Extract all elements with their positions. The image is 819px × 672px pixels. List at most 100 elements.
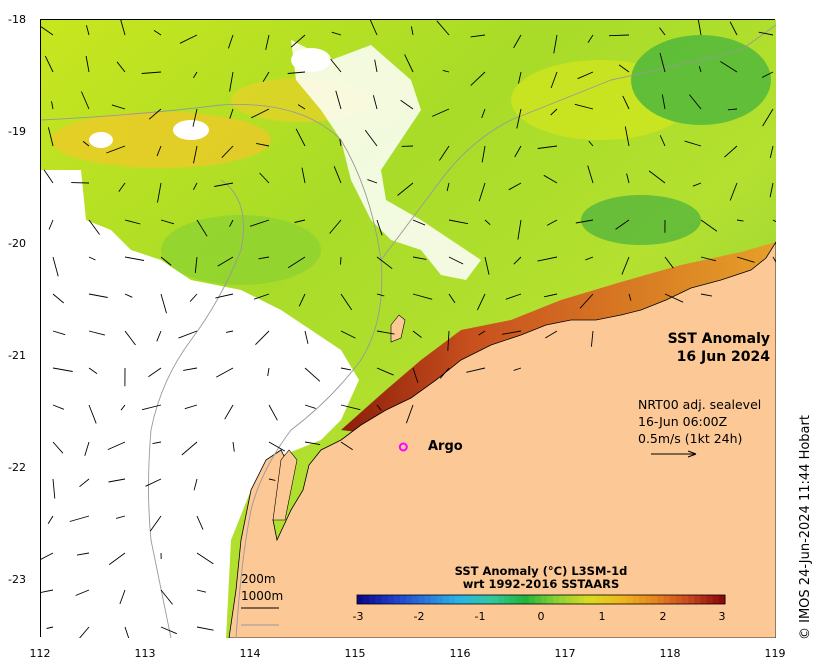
current-vector <box>335 90 342 110</box>
colorbar-cell <box>455 595 462 604</box>
current-vector <box>404 54 414 73</box>
colorbar-cell <box>657 595 665 604</box>
current-vector <box>550 108 558 116</box>
current-vector <box>51 101 54 110</box>
current-vector <box>545 330 558 339</box>
sst-map <box>41 20 776 638</box>
current-vector <box>729 182 738 201</box>
lat-tick: -23 <box>8 573 26 586</box>
current-vector <box>692 182 702 187</box>
current-vector <box>608 34 630 37</box>
current-vector <box>615 219 630 230</box>
current-vector <box>447 330 450 351</box>
current-vector <box>88 367 98 374</box>
current-vector <box>82 141 90 147</box>
lon-tick: 112 <box>29 647 51 660</box>
current-vector <box>44 55 54 73</box>
colorbar-cell <box>387 595 395 604</box>
reference-vector-arrow <box>651 450 697 458</box>
current-vector <box>439 367 450 379</box>
current-vector <box>287 71 306 74</box>
vector-info: NRT00 adj. sealevel 16-Jun 06:00Z 0.5m/s… <box>638 396 761 447</box>
current-vector <box>758 31 774 36</box>
australia-coastline <box>228 241 776 638</box>
current-vector <box>659 27 666 36</box>
current-vector <box>181 441 198 456</box>
current-vector <box>227 34 234 49</box>
map-panel[interactable] <box>40 19 776 638</box>
current-vector <box>553 34 558 54</box>
colorbar-cell <box>712 595 720 604</box>
current-vector <box>47 127 54 147</box>
colorbar-cell <box>498 595 505 604</box>
current-vector <box>229 71 234 92</box>
current-vector <box>124 626 130 638</box>
current-vector <box>698 66 702 73</box>
current-vector <box>376 330 395 335</box>
current-vector <box>340 404 361 411</box>
colorbar-cell <box>626 595 634 604</box>
lon-tick: 117 <box>554 647 576 660</box>
current-vector <box>588 140 594 147</box>
colorbar-tick: -3 <box>352 610 364 623</box>
current-vector <box>367 179 378 184</box>
colorbar-cell <box>614 595 622 604</box>
current-vector <box>265 34 270 50</box>
argo-label[interactable]: Argo <box>428 439 463 454</box>
colorbar-cell <box>363 595 370 604</box>
current-vector <box>448 219 469 225</box>
colorbar-cell <box>461 595 468 604</box>
current-vector <box>79 626 90 638</box>
colorbar-cell <box>688 595 695 604</box>
current-vector <box>372 95 378 110</box>
colorbar-cell <box>399 595 407 604</box>
colorbar-cell <box>516 595 524 604</box>
argo-float-marker[interactable] <box>398 442 408 452</box>
current-vector <box>124 256 145 261</box>
current-vector <box>330 58 342 73</box>
current-vector <box>364 129 378 147</box>
current-vector <box>505 293 522 300</box>
colorbar-title-line2: wrt 1992-2016 SSTAARS <box>462 577 620 591</box>
current-vector <box>262 71 270 82</box>
current-vector <box>52 404 65 410</box>
lon-tick: 116 <box>449 647 471 660</box>
current-vector <box>376 219 383 236</box>
current-vector <box>412 367 419 384</box>
current-vector <box>88 219 100 235</box>
current-vector <box>412 330 422 338</box>
current-vector <box>484 256 490 275</box>
current-vector <box>225 330 234 333</box>
current-vector <box>160 589 173 605</box>
current-vector <box>297 104 306 110</box>
current-vector <box>432 108 450 117</box>
current-vector <box>249 219 270 227</box>
colorbar-cell <box>639 595 646 604</box>
vector-scale: 0.5m/s (1kt 24h) <box>638 431 743 446</box>
current-vector <box>376 367 394 376</box>
current-vector <box>478 182 486 202</box>
current-vector <box>484 219 491 226</box>
depth-1000m-label: 1000m <box>241 589 284 603</box>
current-vector <box>157 182 162 203</box>
current-vector <box>115 515 126 519</box>
current-vector <box>648 170 666 184</box>
colorbar-title-line1: SST Anomaly (°C) L3SM-1d <box>454 564 628 578</box>
current-vector <box>727 108 738 111</box>
current-vector <box>446 182 450 192</box>
current-vector <box>442 69 450 73</box>
colorbar-cell <box>694 595 701 604</box>
colorbar-outline <box>356 594 726 605</box>
current-vector <box>518 71 522 84</box>
vector-time: 16-Jun 06:00Z <box>638 414 728 429</box>
current-vector <box>268 404 278 421</box>
colorbar-cell <box>571 595 579 604</box>
current-vector <box>124 293 133 298</box>
current-vector <box>339 139 342 147</box>
current-vector <box>85 55 90 73</box>
current-vector <box>295 128 306 147</box>
current-vector <box>52 478 56 499</box>
current-vector <box>229 108 234 119</box>
current-vector <box>46 626 54 629</box>
current-vector <box>148 108 162 120</box>
